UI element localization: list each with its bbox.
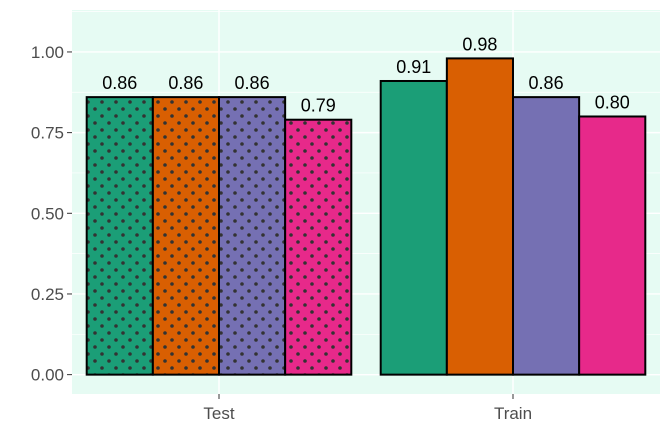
data-label: 0.79 xyxy=(301,96,336,116)
bar-pattern xyxy=(219,97,286,375)
data-label: 0.86 xyxy=(529,73,564,93)
data-label: 0.86 xyxy=(168,73,203,93)
x-tick-label: Train xyxy=(494,404,532,423)
data-label: 0.80 xyxy=(595,92,630,112)
data-label: 0.91 xyxy=(396,57,431,77)
bar-outline xyxy=(284,118,353,376)
data-label: 0.86 xyxy=(235,73,270,93)
data-label: 0.86 xyxy=(102,73,137,93)
bar xyxy=(446,58,513,375)
y-tick-label: 0.50 xyxy=(31,204,64,223)
axes: 0.00 0.25 0.50 0.75 1.00 Test Train xyxy=(31,43,532,423)
bars: 0.86 0.86 0.86 0.79 0.91 0.98 0.86 0.80 xyxy=(85,34,647,376)
bar xyxy=(513,97,580,375)
y-tick-label: 1.00 xyxy=(31,43,64,62)
bar-pattern xyxy=(86,97,153,375)
data-label: 0.98 xyxy=(462,34,497,54)
y-tick-label: 0.75 xyxy=(31,124,64,143)
bar xyxy=(579,116,646,375)
y-tick-label: 0.25 xyxy=(31,285,64,304)
x-tick-label: Test xyxy=(203,404,234,423)
bar-pattern xyxy=(152,97,219,375)
y-tick-label: 0.00 xyxy=(31,366,64,385)
bar-outline xyxy=(578,115,647,376)
bar xyxy=(380,80,447,375)
bar-pattern xyxy=(285,119,352,375)
